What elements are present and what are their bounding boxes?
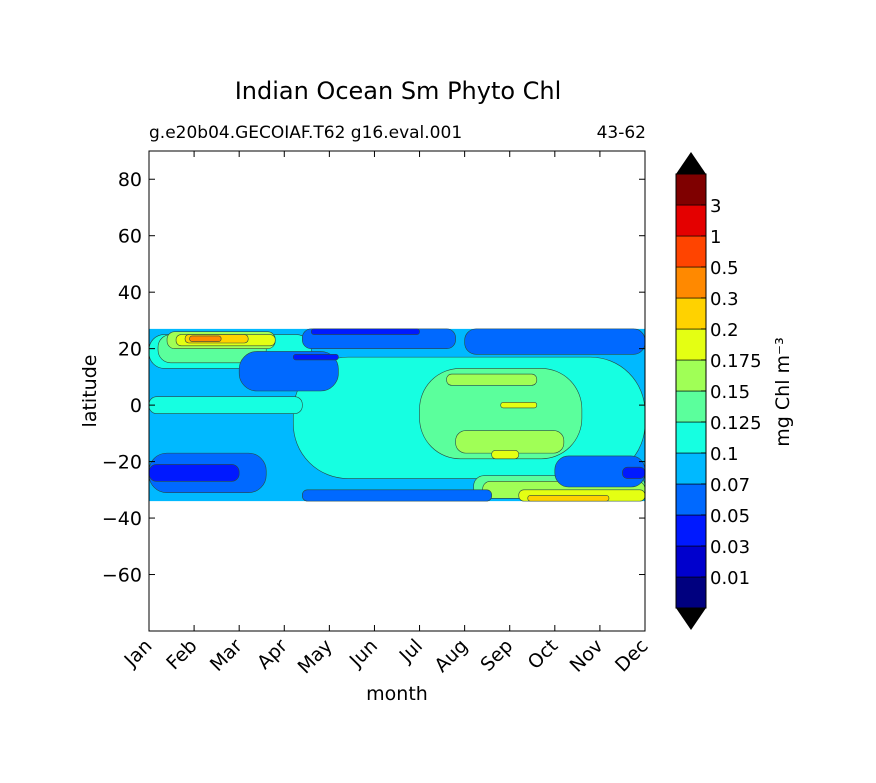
colorbar-tick-label: 0.2 <box>710 320 739 341</box>
y-axis-label: latitude <box>79 355 101 428</box>
chart-title: Indian Ocean Sm Phyto Chl <box>235 77 562 105</box>
colorbar-swatch <box>675 235 707 268</box>
colorbar-tick-label: 0.07 <box>710 475 750 496</box>
heatmap-cell <box>446 373 538 386</box>
plot-frame <box>148 150 646 632</box>
colorbar-tick-label: 3 <box>710 196 721 217</box>
colorbar-swatch <box>675 576 707 609</box>
colorbar-swatch <box>675 359 707 392</box>
colorbar-tick-label: 0.5 <box>710 258 739 279</box>
y-tick-label: 40 <box>118 282 142 304</box>
colorbar-tick-label: 0.01 <box>710 568 750 589</box>
y-tick-label: 20 <box>118 339 142 361</box>
heatmap-cell <box>311 328 420 335</box>
heatmap-cell <box>149 464 240 482</box>
x-tick-label: Dec <box>611 635 653 677</box>
x-tick-label: Aug <box>430 635 472 677</box>
heatmap-cell <box>149 396 303 414</box>
y-axis: 80 60 40 20 0 −20 −40 −60 <box>102 169 645 587</box>
y-tick-label: −60 <box>102 565 142 587</box>
heatmap-cell <box>527 495 610 502</box>
colorbar-swatch <box>675 173 707 206</box>
y-tick-label: 60 <box>118 226 142 248</box>
heatmap-cell <box>491 449 520 460</box>
colorbar-tick-label: 0.1 <box>710 444 739 465</box>
colorbar-swatch <box>675 483 707 516</box>
colorbar-swatch <box>675 545 707 578</box>
heatmap-cell <box>292 353 339 361</box>
colorbar-tick-label: 0.3 <box>710 289 739 310</box>
heatmap-cell <box>455 430 565 454</box>
colorbar-swatch <box>675 421 707 454</box>
colorbar-tick-label: 0.15 <box>710 382 750 403</box>
x-tick-label: Jul <box>395 635 427 667</box>
colorbar-swatch <box>675 266 707 299</box>
heatmap-cell <box>622 466 645 479</box>
chart-subtitle-right: 43-62 <box>597 123 646 143</box>
x-tick-label: Jun <box>345 635 382 672</box>
heatmap-cell <box>464 328 645 355</box>
plot-area: Jan Feb Mar Apr May Jun Jul Aug Sep Oct Nov Dec 80 6… <box>102 150 653 678</box>
y-tick-label: −40 <box>102 508 142 530</box>
x-tick-label: Oct <box>524 635 563 674</box>
y-tick-label: 80 <box>118 169 142 191</box>
colorbar-swatch <box>675 204 707 237</box>
colorbar-extend-max <box>676 152 706 174</box>
x-tick-label: Feb <box>162 635 201 674</box>
colorbar-tick-label: 0.175 <box>710 351 762 372</box>
x-tick-label: Jan <box>120 635 157 672</box>
x-tick-label: Nov <box>566 635 608 677</box>
x-tick-label: May <box>294 635 337 678</box>
colorbar-swatch <box>675 297 707 330</box>
colorbar: 0.01 0.03 0.05 0.07 0.1 0.125 0.15 0.175 0.2 0.3 0… <box>675 152 762 630</box>
y-tick-label: 0 <box>130 395 142 417</box>
chart-subtitle-left: g.e20b04.GECOIAF.T62 g16.eval.001 <box>149 123 462 143</box>
colorbar-label: mg Chl m⁻³ <box>772 337 794 446</box>
colorbar-swatch <box>675 328 707 361</box>
heatmap-cell <box>500 401 538 409</box>
colorbar-tick-label: 1 <box>710 227 721 248</box>
x-axis-label: month <box>366 683 428 705</box>
colorbar-swatch <box>675 390 707 423</box>
colorbar-tick-label: 0.05 <box>710 506 750 527</box>
heatmap-cell <box>189 335 222 342</box>
colorbar-tick-label: 0.03 <box>710 537 750 558</box>
colorbar-extend-min <box>676 608 706 630</box>
x-tick-label: Sep <box>476 635 517 676</box>
x-tick-label: Apr <box>253 635 292 674</box>
x-tick-label: Mar <box>206 635 247 676</box>
heatmap-cell <box>302 489 492 502</box>
colorbar-swatch <box>675 514 707 547</box>
heatmap-layer <box>149 328 645 502</box>
heatmap-cell <box>238 351 339 392</box>
colorbar-swatch <box>675 452 707 485</box>
colorbar-tick-label: 0.125 <box>710 413 762 434</box>
y-tick-label: −20 <box>102 452 142 474</box>
